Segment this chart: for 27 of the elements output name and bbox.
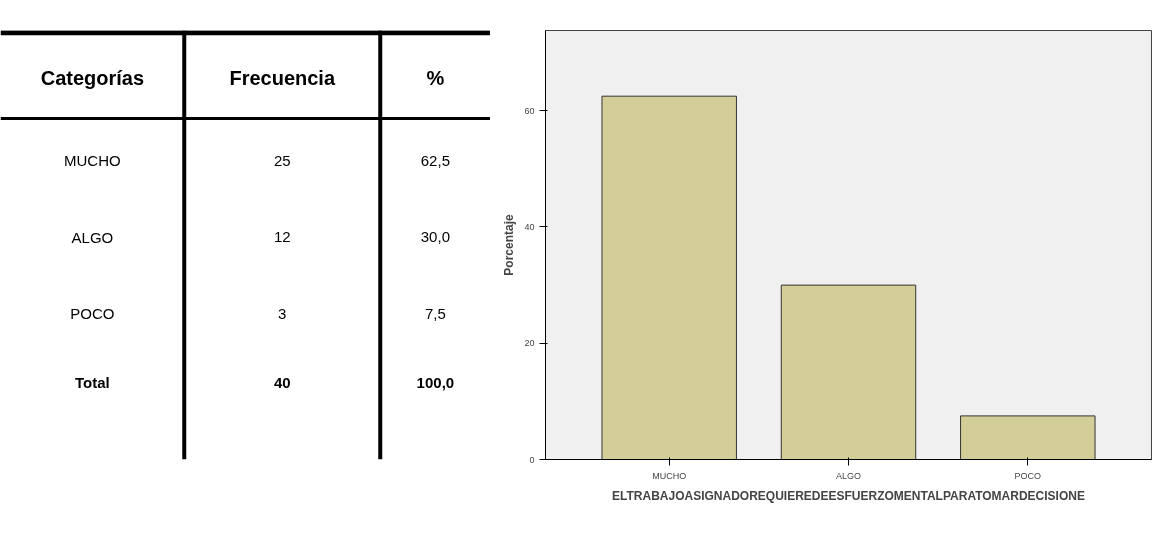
data-label: 62,5 (420, 151, 450, 169)
y-tick-label: 20 (524, 338, 535, 349)
text: Frecuencia (229, 67, 336, 89)
data-label: 40 (273, 373, 291, 391)
data-label: 12 (273, 228, 291, 246)
x-tick-label: ALGO (836, 470, 862, 481)
data-label: 100,0 (416, 373, 455, 391)
category-label: MUCHO (64, 152, 121, 170)
y-tick-label: 0 (529, 454, 535, 465)
data-label: 7,5 (424, 304, 446, 322)
data-label: 30,0 (420, 228, 450, 246)
category-label: ALGO (71, 228, 114, 246)
y-axis-title: Porcentaje (502, 213, 517, 276)
text: % (426, 67, 445, 89)
bar (960, 415, 1096, 460)
x-tick-label: POCO (1014, 470, 1042, 481)
text: Categorías (40, 67, 145, 89)
x-axis-title: ELTRABAJOASIGNADOREQUIEREDEESFUERZOMENTALPARATOMARDECISIONE (612, 488, 1085, 503)
y-tick-label: 40 (524, 221, 535, 232)
data-label: 25 (273, 151, 291, 169)
category-label: POCO (70, 305, 115, 323)
x-tick-label: MUCHO (652, 470, 687, 481)
category-label: Total (75, 374, 110, 392)
bar (601, 95, 737, 460)
data-label: 3 (278, 304, 287, 322)
bar (780, 284, 917, 460)
y-tick-label: 60 (524, 105, 535, 116)
